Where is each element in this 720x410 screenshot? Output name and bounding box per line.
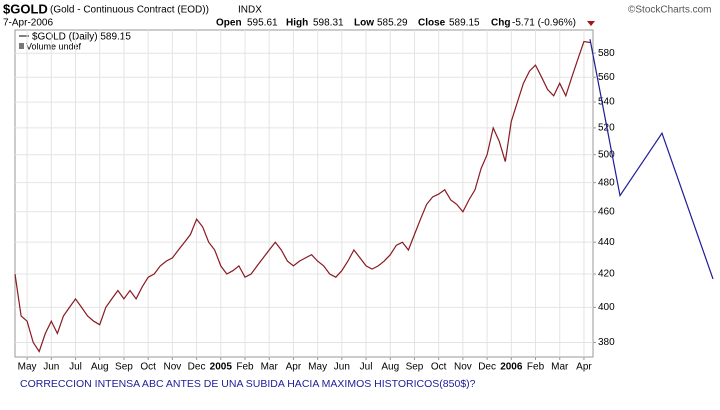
x-tick-label: Aug — [381, 362, 399, 373]
description: (Gold - Continuous Contract (EOD)) — [50, 5, 209, 16]
stat-value: 589.15 — [449, 18, 480, 29]
symbol: $GOLD — [3, 1, 48, 16]
x-tick-label: Oct — [140, 362, 156, 373]
x-tick-label: Jun — [334, 362, 350, 373]
stat-value: 595.61 — [247, 18, 278, 29]
legend-entry: Volume undef — [26, 41, 82, 51]
annotation-line — [589, 39, 714, 280]
x-tick-label: Feb — [527, 362, 545, 373]
x-tick-label: May — [18, 362, 37, 373]
x-tick-label: Apr — [286, 362, 302, 373]
brand: ©StockCharts.com — [628, 5, 712, 16]
x-tick-label: 2006 — [500, 362, 523, 373]
y-tick-label: 580 — [598, 48, 615, 59]
x-tick-label: Aug — [91, 362, 109, 373]
stat-label: Open — [216, 18, 242, 29]
x-tick-label: Dec — [188, 362, 206, 373]
x-tick-label: Oct — [431, 362, 447, 373]
x-tick-label: Nov — [163, 362, 181, 373]
plot-frame — [14, 29, 594, 358]
caption: CORRECCION INTENSA ABC ANTES DE UNA SUBI… — [20, 378, 476, 390]
stat-label: Low — [354, 18, 374, 29]
x-tick-label: Jun — [43, 362, 59, 373]
price-line — [14, 40, 591, 353]
x-tick-label: Feb — [236, 362, 254, 373]
exchange: INDX — [238, 5, 262, 16]
y-tick-label: 420 — [598, 269, 615, 280]
stat-value: 598.31 — [313, 18, 344, 29]
x-tick-label: Jul — [360, 362, 373, 373]
y-tick-label: 540 — [598, 97, 615, 108]
x-tick-label: Nov — [454, 362, 472, 373]
y-tick-label: 400 — [598, 302, 615, 313]
stat-value: -5.71 (-0.96%) — [512, 18, 576, 29]
x-tick-label: Mar — [551, 362, 569, 373]
x-tick-label: Jul — [69, 362, 82, 373]
stat-label: Close — [418, 18, 446, 29]
x-tick-label: Sep — [115, 362, 133, 373]
down-arrow — [587, 21, 595, 26]
x-tick-label: May — [308, 362, 327, 373]
y-tick-label: 500 — [598, 149, 615, 160]
x-tick-label: Dec — [478, 362, 496, 373]
x-tick-label: Apr — [576, 362, 592, 373]
y-tick-label: 380 — [598, 337, 615, 348]
y-tick-label: 480 — [598, 177, 615, 188]
x-tick-label: 2005 — [210, 362, 233, 373]
y-tick-label: 440 — [598, 237, 615, 248]
x-tick-label: Mar — [261, 362, 279, 373]
volume-icon — [19, 43, 24, 49]
stats: Open 595.61 High 598.31 Low 585.29 Close 589.15… — [216, 18, 595, 29]
legend-entry: $GOLD (Daily) 589.15 — [32, 32, 131, 43]
y-tick-label: 560 — [598, 72, 615, 83]
x-tick-label: Sep — [406, 362, 424, 373]
stat-label: High — [286, 18, 308, 29]
y-tick-label: 460 — [598, 206, 615, 217]
stat-value: 585.29 — [377, 18, 408, 29]
stat-label: Chg — [491, 18, 510, 29]
date: 7-Apr-2006 — [3, 18, 53, 29]
